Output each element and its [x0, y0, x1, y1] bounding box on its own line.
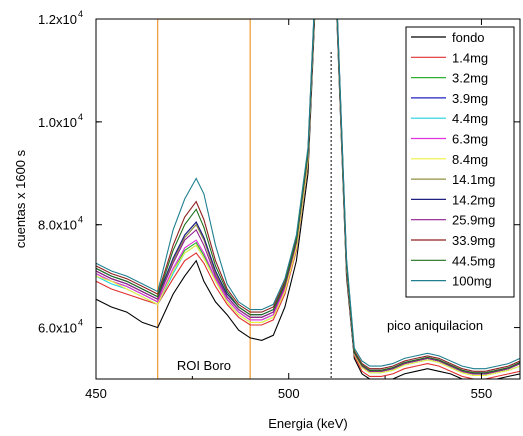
legend-label: 100mg: [452, 274, 492, 289]
legend-label: 4.4mg: [452, 111, 488, 126]
y-tick-label: 8.0x10: [38, 218, 77, 233]
y-tick-exponent: 4: [78, 318, 83, 328]
y-tick-label: 1.2x10: [38, 12, 77, 27]
y-tick-label: 1.0x10: [38, 115, 77, 130]
legend: fondo 1.4mg 3.2mg 3.9mg 4.4mg 6.3mg 8.4mg 14.1m…: [405, 26, 515, 298]
series-line-44-5mg: [96, 19, 520, 374]
y-axis-label: cuentas x 1600 s: [13, 149, 28, 248]
plot-frame: [95, 18, 521, 380]
legend-label: 25.9mg: [452, 213, 495, 228]
series-line-8-4mg: [96, 19, 520, 376]
annotation-label: pico aniquilacion: [387, 318, 483, 333]
roi-layer: [157, 19, 251, 379]
legend-label: 3.9mg: [452, 91, 488, 106]
series-line-25-9mg: [96, 19, 520, 375]
x-tick-label: 550: [471, 386, 493, 401]
legend-label: fondo: [452, 30, 485, 45]
legend-label: 14.2mg: [452, 192, 495, 207]
series-layer: [96, 19, 520, 379]
legend-label: 6.3mg: [452, 132, 488, 147]
x-tick-label: 500: [278, 386, 300, 401]
x-axis-label: Energia (keV): [268, 416, 347, 431]
y-tick-label: 6.0x10: [38, 321, 77, 336]
legend-box: [405, 26, 515, 298]
legend-label: 33.9mg: [452, 233, 495, 248]
series-line-33-9mg: [96, 19, 520, 372]
legend-label: 1.4mg: [452, 50, 488, 65]
series-line-fondo: [96, 19, 520, 379]
roi-box: [157, 19, 251, 379]
series-line-100mg: [96, 19, 520, 370]
y-tick-exponent: 4: [78, 112, 83, 122]
legend-label: 44.5mg: [452, 253, 495, 268]
y-tick-exponent: 4: [78, 215, 83, 225]
legend-label: 14.1mg: [452, 172, 495, 187]
roi-label: ROI Boro: [177, 358, 231, 373]
series-line-1-4mg: [96, 19, 520, 379]
legend-label: 3.2mg: [452, 71, 488, 86]
x-tick-label: 450: [85, 386, 107, 401]
y-tick-exponent: 4: [78, 9, 83, 19]
legend-label: 8.4mg: [452, 152, 488, 167]
